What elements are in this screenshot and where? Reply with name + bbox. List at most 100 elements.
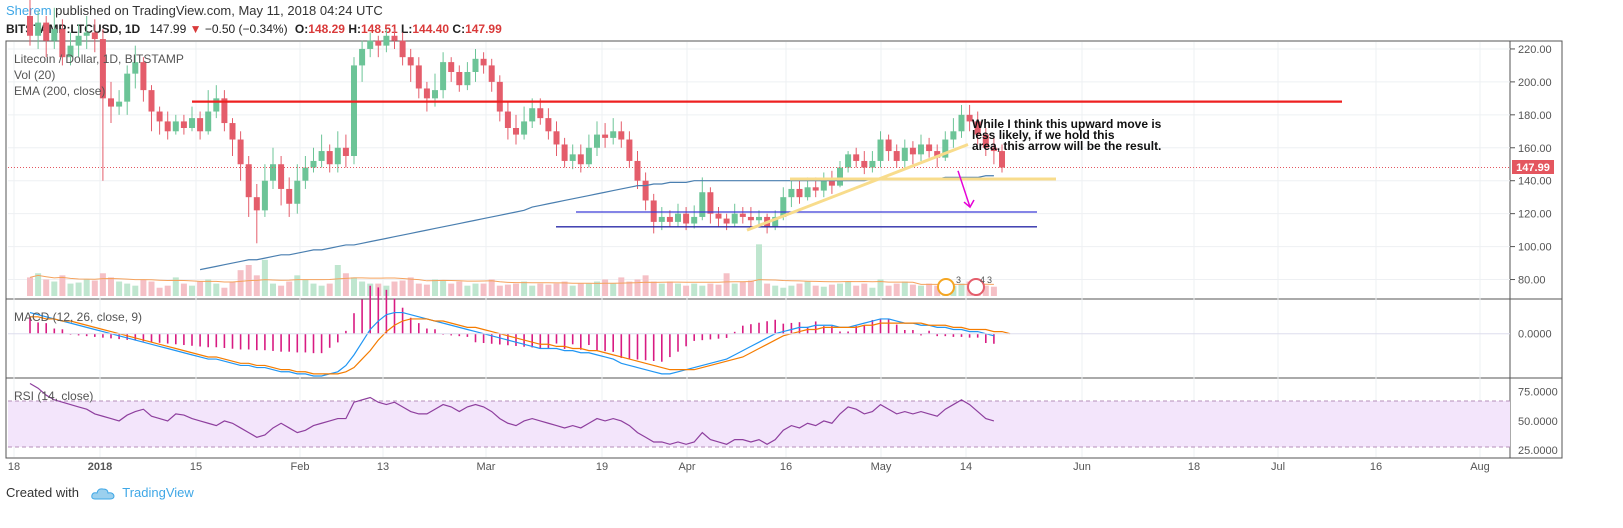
publish-header: Sherem published on TradingView.com, May… <box>6 3 383 18</box>
volume-bar <box>399 280 406 296</box>
volume-bar <box>691 283 698 296</box>
footer: Created with TradingView <box>6 485 194 501</box>
volume-bar <box>594 281 600 296</box>
volume-bar <box>926 283 933 296</box>
volume-bar <box>67 283 74 296</box>
projection-arrow <box>957 170 971 208</box>
open-label: O: <box>294 22 309 36</box>
change-value: −0.50 (−0.34%) <box>204 22 288 36</box>
volume-bar <box>221 287 228 296</box>
candle-body <box>974 121 981 135</box>
signal-line <box>30 316 1011 375</box>
candle-body <box>318 151 325 161</box>
user-drawings <box>8 100 1510 232</box>
time-tick-label: 16 <box>1370 461 1382 473</box>
volume-bar <box>132 285 139 296</box>
volume-bar <box>286 281 293 296</box>
volume-bar <box>27 277 33 296</box>
time-tick-label: 18 <box>1188 461 1200 473</box>
event-flag-2[interactable]: 4 3 <box>967 275 992 296</box>
event-count: 3 <box>987 275 992 285</box>
volume-bar <box>764 283 771 296</box>
candle-body <box>75 35 82 46</box>
volume-bar <box>918 285 924 296</box>
candle-body <box>529 108 536 122</box>
candle-body <box>326 151 333 165</box>
volume-bar <box>261 259 268 296</box>
volume-bar <box>270 283 276 296</box>
candle-body <box>472 58 479 72</box>
candle-body <box>245 164 252 198</box>
volume-bar <box>456 281 463 296</box>
arrow-head-icon <box>963 199 975 209</box>
candle-body <box>796 188 803 198</box>
volume-bar <box>650 281 657 296</box>
candle-body <box>707 192 714 214</box>
rsi-tick-label: 75.0000 <box>1518 387 1558 399</box>
volume-bar <box>294 275 301 296</box>
chart-title: Litecoin / Dollar, 1D, BITSTAMP <box>14 52 184 66</box>
volume-bar <box>537 283 544 296</box>
candle-body <box>43 22 50 41</box>
candle-body <box>164 121 171 132</box>
candle-body <box>828 180 835 186</box>
last-price: 147.99 <box>149 22 187 36</box>
candle-body <box>270 164 276 181</box>
rsi-label: RSI (14, close) <box>14 389 93 403</box>
candle-body <box>480 58 487 66</box>
annotation-line-2: less likely, if we hold this <box>972 128 1115 142</box>
volume-bar <box>683 285 690 296</box>
candle-body <box>577 154 584 165</box>
volume-bar <box>577 283 584 296</box>
volume-bar <box>229 281 236 296</box>
time-tick-label: Mar <box>477 461 496 473</box>
time-tick-label: 14 <box>960 461 972 473</box>
volume-bar <box>699 285 706 296</box>
volume-bar <box>731 283 738 296</box>
candle-body <box>683 213 690 224</box>
candle-body <box>756 216 762 221</box>
volume-bar <box>504 284 511 296</box>
rsi-tick-label: 50.0000 <box>1518 416 1558 428</box>
volume-bar <box>796 283 803 296</box>
candle-body <box>918 144 924 155</box>
candle-body <box>545 118 552 132</box>
volume-bar <box>51 281 58 296</box>
candle-body <box>780 197 787 217</box>
candle-body <box>561 144 568 161</box>
volume-bar <box>391 281 398 296</box>
volume-bar <box>237 270 244 296</box>
volume-bar <box>172 277 179 296</box>
volume-bar <box>812 285 819 296</box>
candle-body <box>521 121 528 135</box>
candle-body <box>594 134 600 148</box>
tradingview-link[interactable]: TradingView <box>122 485 194 500</box>
time-tick-label: 18 <box>8 461 20 473</box>
macd-line <box>29 311 995 377</box>
volume-bar <box>861 283 868 296</box>
candle-body <box>375 40 382 46</box>
author-link[interactable]: Sherem <box>6 3 52 18</box>
volume-bar <box>326 283 333 296</box>
candle-body <box>221 98 228 124</box>
time-tick-label: Feb <box>291 461 310 473</box>
candle-body <box>877 139 884 161</box>
candle-body <box>99 39 106 99</box>
candle-body <box>950 131 957 140</box>
volume-bar <box>464 285 471 296</box>
candle-body <box>156 111 163 122</box>
volume-bar <box>642 275 649 296</box>
candle-body <box>699 192 706 217</box>
volume-bar <box>180 283 187 296</box>
candle-body <box>715 213 722 219</box>
last-price-badge <box>1512 160 1554 174</box>
candle-body <box>391 35 398 41</box>
rsi-pane-frame <box>5 377 1563 459</box>
candle-body <box>91 32 98 40</box>
volume-bar <box>310 283 317 296</box>
volume-bar <box>885 285 892 296</box>
event-flag-1[interactable]: 3 <box>937 275 961 296</box>
candle-body <box>626 139 633 161</box>
candle-body <box>731 213 738 224</box>
